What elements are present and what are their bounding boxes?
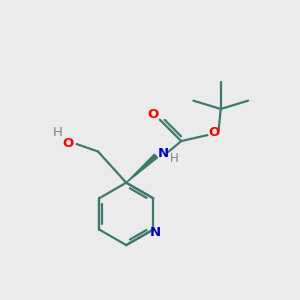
Text: N: N [158,147,169,160]
Text: O: O [148,108,159,121]
Text: H: H [52,126,62,139]
Polygon shape [126,154,158,183]
Text: O: O [208,126,220,139]
Text: N: N [150,226,161,239]
Text: O: O [63,137,74,150]
Text: H: H [169,152,178,165]
